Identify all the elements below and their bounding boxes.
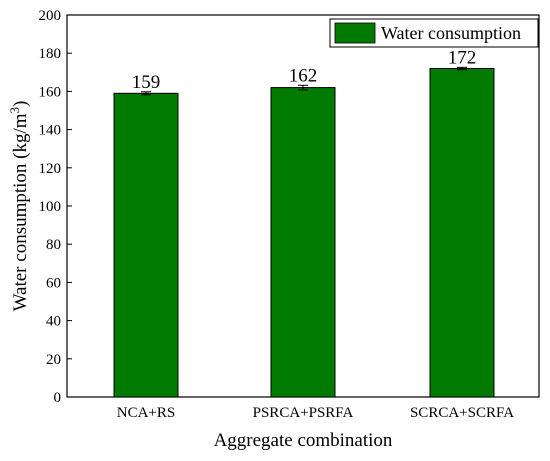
y-axis-title: Water consumption (kg/m3) [7,101,31,312]
bar [113,92,179,398]
y-tick-label: 120 [39,161,62,177]
bars-group: 159 162 172 [113,47,495,398]
y-tick-label: 200 [39,8,62,24]
y-axis-title-superscript: 3 [7,107,22,114]
y-tick-label: 160 [39,84,62,100]
x-tick-label: PSRCA+PSRFA [253,405,354,421]
legend-label: Water consumption [381,23,521,43]
bar [429,67,495,398]
y-tick-label: 140 [39,123,62,139]
y-axis-title-main: Water consumption (kg/m [10,113,31,311]
y-tick-label: 80 [46,237,61,253]
y-tick-label: 0 [54,390,62,406]
bar [270,87,336,398]
y-axis: 0 20 40 60 80 100 120 140 160 180 200 [39,8,72,406]
legend: Water consumption [329,18,539,48]
data-label: 172 [448,47,477,68]
x-axis-title: Aggregate combination [214,430,393,451]
data-label: 162 [289,65,318,86]
y-tick-label: 20 [46,352,61,368]
x-tick-label: NCA+RS [117,405,175,421]
x-axis: NCA+RS PSRCA+PSRFA SCRCA+SCRFA [117,392,514,421]
x-tick-label: SCRCA+SCRFA [410,405,514,421]
y-axis-title-close: ) [10,101,31,107]
data-label: 159 [132,72,161,93]
y-tick-label: 40 [46,314,61,330]
y-tick-label: 100 [39,199,62,215]
y-tick-label: 60 [46,275,61,291]
y-tick-label: 180 [39,46,62,62]
legend-swatch [334,22,376,44]
